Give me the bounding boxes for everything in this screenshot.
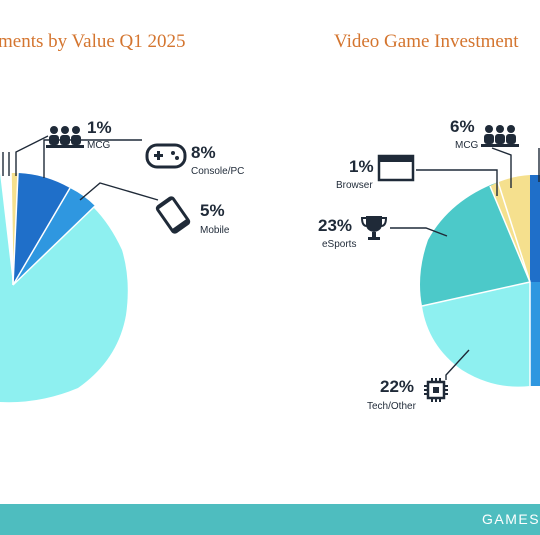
pie-right-slice-blue-mid <box>530 282 540 386</box>
pie-left-slice-mobile <box>13 188 95 285</box>
pie-right-slice-blue-dark <box>530 175 540 282</box>
label-right-tech: Tech/Other <box>367 401 417 412</box>
leader-left-mobile <box>79 182 159 201</box>
gamepad-icon <box>145 143 187 169</box>
leader-right-tech <box>445 349 470 380</box>
pct-right-browser: 1% <box>349 157 374 176</box>
footer-brand: GAMES <box>482 511 540 527</box>
pie-right <box>420 175 540 387</box>
label-left-console: Console/PC <box>191 166 244 177</box>
pct-right-esports: 23% <box>318 216 352 235</box>
pct-right-mcg: 6% <box>450 117 475 136</box>
people-icon <box>46 126 84 148</box>
label-right-browser: Browser <box>336 180 373 191</box>
leader-right-mcg <box>491 147 512 188</box>
pct-left-mobile: 5% <box>200 201 225 220</box>
people-icon <box>481 125 519 147</box>
pie-right-leaders <box>390 147 540 380</box>
browser-window-icon <box>377 154 415 182</box>
pie-right-slice-mcg <box>490 175 530 282</box>
pie-left-slice-console <box>13 173 70 285</box>
leader-right-esports <box>390 227 448 237</box>
pct-left-mcg: 1% <box>87 118 112 137</box>
pie-left-leaders <box>2 135 159 201</box>
chart-title-right: Video Game Investment <box>334 31 519 52</box>
chip-icon <box>424 378 448 402</box>
leader-right-browser <box>416 169 498 196</box>
pct-right-tech: 22% <box>380 377 414 396</box>
leader-left-console <box>43 139 142 178</box>
pie-left <box>0 172 128 403</box>
pie-right-slice-tech <box>422 282 530 387</box>
chart-title-left: ments by Value Q1 2025 <box>0 31 186 52</box>
pct-left-console: 8% <box>191 143 216 162</box>
label-left-mcg: MCG <box>87 140 111 151</box>
trophy-icon <box>360 216 388 240</box>
leader-left-mcg <box>15 135 49 176</box>
label-left-mobile: Mobile <box>200 225 230 236</box>
phone-icon <box>155 196 191 234</box>
label-right-mcg: MCG <box>455 140 479 151</box>
charts-canvas: 1% MCG 8% Console/PC 5% Mobile <box>0 117 540 412</box>
footer-bar: GAMES <box>0 504 540 535</box>
label-right-esports: eSports <box>322 239 356 250</box>
